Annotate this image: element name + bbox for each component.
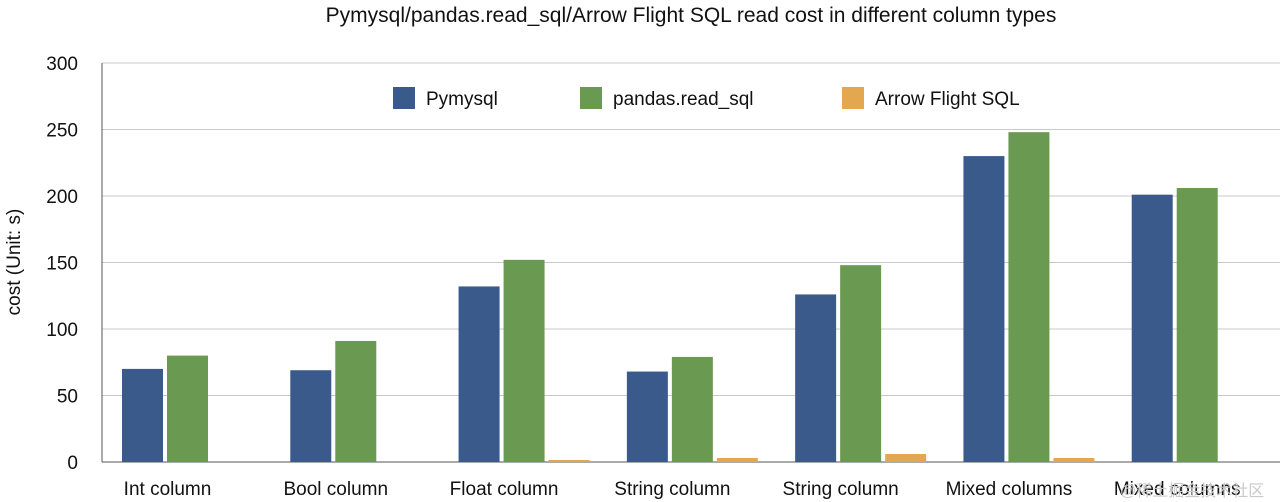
bar-pandas-read-sql bbox=[335, 340, 377, 462]
bar-pymysql bbox=[963, 156, 1005, 462]
y-tick-label: 0 bbox=[67, 453, 78, 474]
bar-pandas-read-sql bbox=[167, 355, 208, 462]
bar-pymysql bbox=[290, 370, 332, 462]
bar-arrow-flight-sql bbox=[885, 454, 927, 462]
x-category-label: String column bbox=[614, 479, 730, 500]
bar-pymysql bbox=[1131, 194, 1173, 463]
x-axis-categories: Int column Bool column Float column String … bbox=[124, 479, 1241, 500]
bar-pandas-read-sql bbox=[1176, 188, 1218, 462]
y-tick-label: 150 bbox=[46, 254, 78, 275]
bar-pymysql bbox=[795, 294, 837, 462]
bar-arrow-flight-sql bbox=[716, 458, 758, 462]
bar-pymysql bbox=[122, 368, 163, 462]
x-category-label: Mixed columns bbox=[1114, 479, 1241, 500]
legend-label: Arrow Flight SQL bbox=[875, 89, 1020, 110]
x-category-label: Bool column bbox=[284, 479, 389, 500]
y-tick-label: 250 bbox=[46, 121, 78, 142]
chart-title: Pymysql/pandas.read_sql/Arrow Flight SQL… bbox=[325, 4, 1057, 27]
bar-pandas-read-sql bbox=[503, 259, 545, 462]
bar-pymysql bbox=[458, 286, 500, 462]
legend-label: pandas.read_sql bbox=[613, 89, 754, 110]
bars bbox=[122, 132, 1218, 463]
y-tick-label: 100 bbox=[46, 320, 78, 341]
y-tick-label: 200 bbox=[46, 187, 78, 208]
legend: Pymysql pandas.read_sql Arrow Flight SQL bbox=[393, 87, 1020, 110]
y-axis-ticks: 0 50 100 150 200 250 300 bbox=[46, 54, 78, 474]
x-category-label: String column bbox=[783, 479, 899, 500]
y-tick-label: 300 bbox=[46, 54, 78, 75]
legend-swatch bbox=[842, 87, 864, 109]
y-axis-label: cost (Unit: s) bbox=[4, 209, 25, 316]
bar-arrow-flight-sql bbox=[1053, 458, 1095, 462]
y-tick-label: 50 bbox=[57, 387, 78, 408]
legend-label: Pymysql bbox=[426, 89, 498, 110]
bar-pandas-read-sql bbox=[1008, 132, 1050, 462]
bar-arrow-flight-sql bbox=[548, 460, 590, 462]
legend-swatch bbox=[393, 87, 415, 109]
x-category-label: Mixed columns bbox=[946, 479, 1073, 500]
x-category-label: Float column bbox=[450, 479, 559, 500]
bar-pandas-read-sql bbox=[671, 356, 713, 462]
watermark: @稀土掘金技术社区 bbox=[1120, 482, 1264, 500]
bar-pandas-read-sql bbox=[840, 265, 882, 462]
x-category-label: Int column bbox=[124, 479, 212, 500]
bar-pymysql bbox=[626, 371, 668, 462]
legend-swatch bbox=[580, 87, 602, 109]
